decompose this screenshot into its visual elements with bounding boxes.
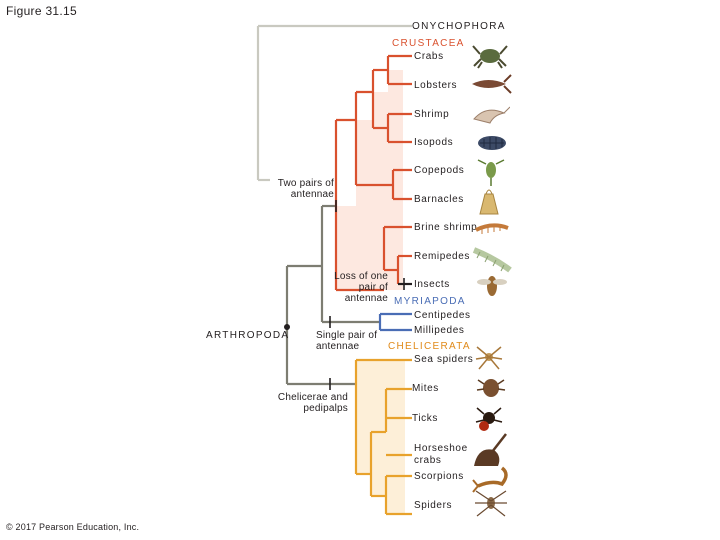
taxon-label: Lobsters xyxy=(414,80,458,91)
brine-shrimp-icon xyxy=(472,216,512,238)
myriapoda-label: MYRIAPODA xyxy=(394,296,466,307)
chelicerata-branches xyxy=(354,358,412,516)
taxon-label: Isopods xyxy=(414,137,454,148)
taxon-label: Scorpions xyxy=(414,471,464,482)
spider-icon xyxy=(474,488,514,517)
taxon-label: Sea spiders xyxy=(414,354,474,365)
barnacle-icon xyxy=(474,186,514,215)
taxon-label: Insects xyxy=(414,279,450,290)
chelicerata-label: CHELICERATA xyxy=(388,341,471,352)
taxon-label: Copepods xyxy=(414,165,465,176)
copepod-icon xyxy=(476,158,516,186)
onychophora-label: ONYCHOPHORA xyxy=(412,21,506,32)
trait-ticks xyxy=(329,200,405,390)
arthropoda-node xyxy=(284,324,290,330)
horseshoe-crab-icon xyxy=(470,430,510,466)
taxon-label: Horseshoe crabs xyxy=(414,443,468,466)
remipede-icon xyxy=(470,244,512,273)
taxon-label: Crabs xyxy=(414,51,444,62)
crustacea-label: CRUSTACEA xyxy=(392,38,465,49)
trait-single-pair: Single pair of antennae xyxy=(316,330,378,352)
chelicerata-shading xyxy=(356,360,405,514)
isopod-icon xyxy=(472,132,512,154)
crustacea-shading xyxy=(336,70,403,290)
taxon-label: Mites xyxy=(412,383,439,394)
taxon-label: Millipedes xyxy=(414,325,465,336)
copyright-notice: © 2017 Pearson Education, Inc. xyxy=(6,522,140,532)
sea-spider-icon xyxy=(474,344,514,370)
mite-icon xyxy=(476,374,516,397)
trait-loss-one-pair: Loss of one pair of antennae xyxy=(334,271,388,304)
onychophora-branch xyxy=(256,24,412,182)
taxon-label: Brine shrimp xyxy=(414,222,478,233)
crab-icon xyxy=(470,42,510,69)
shrimp-icon xyxy=(470,103,510,125)
taxon-label: Centipedes xyxy=(414,310,471,321)
insect-icon xyxy=(474,270,514,296)
taxon-label: Remipedes xyxy=(414,251,470,262)
tick-icon xyxy=(474,402,514,431)
taxon-label: Barnacles xyxy=(414,194,464,205)
trait-two-pairs-antennae: Two pairs of antennae xyxy=(277,178,334,200)
figure-title: Figure 31.15 xyxy=(6,4,77,18)
arthropoda-label: ARTHROPODA xyxy=(206,330,290,341)
taxon-label: Shrimp xyxy=(414,109,450,120)
taxon-label: Spiders xyxy=(414,500,453,511)
scorpion-icon xyxy=(472,464,512,493)
myriapoda-branches xyxy=(378,312,412,332)
taxon-label: Ticks xyxy=(412,413,438,424)
trait-chelicerae: Chelicerae and pedipalps xyxy=(277,392,348,414)
lobster-icon xyxy=(468,72,512,94)
